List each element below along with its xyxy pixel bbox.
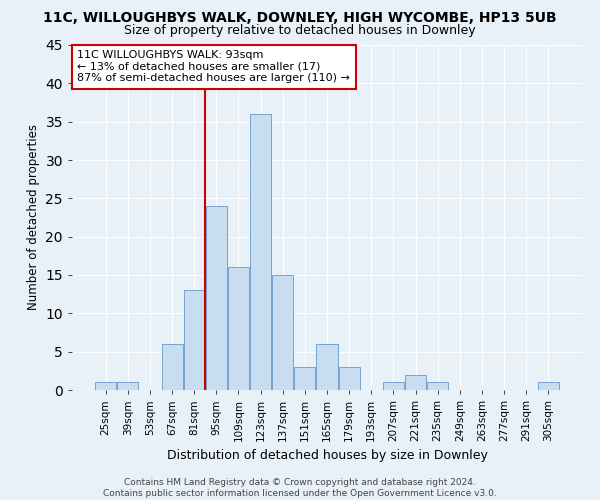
- Bar: [427, 382, 448, 390]
- Bar: [272, 275, 293, 390]
- Bar: [228, 268, 249, 390]
- Bar: [118, 382, 139, 390]
- X-axis label: Distribution of detached houses by size in Downley: Distribution of detached houses by size …: [167, 450, 487, 462]
- Text: Contains HM Land Registry data © Crown copyright and database right 2024.
Contai: Contains HM Land Registry data © Crown c…: [103, 478, 497, 498]
- Bar: [405, 374, 426, 390]
- Bar: [161, 344, 182, 390]
- Bar: [295, 367, 316, 390]
- Bar: [383, 382, 404, 390]
- Bar: [338, 367, 359, 390]
- Bar: [538, 382, 559, 390]
- Bar: [206, 206, 227, 390]
- Y-axis label: Number of detached properties: Number of detached properties: [27, 124, 40, 310]
- Text: 11C WILLOUGHBYS WALK: 93sqm
← 13% of detached houses are smaller (17)
87% of sem: 11C WILLOUGHBYS WALK: 93sqm ← 13% of det…: [77, 50, 350, 84]
- Bar: [316, 344, 338, 390]
- Bar: [250, 114, 271, 390]
- Text: Size of property relative to detached houses in Downley: Size of property relative to detached ho…: [124, 24, 476, 37]
- Text: 11C, WILLOUGHBYS WALK, DOWNLEY, HIGH WYCOMBE, HP13 5UB: 11C, WILLOUGHBYS WALK, DOWNLEY, HIGH WYC…: [43, 11, 557, 25]
- Bar: [184, 290, 205, 390]
- Bar: [95, 382, 116, 390]
